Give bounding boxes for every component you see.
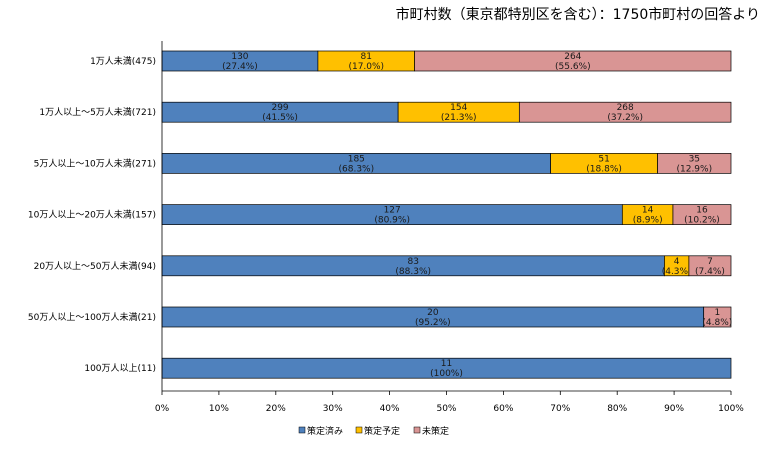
data-label-count: 83 [407, 257, 418, 267]
bar-segment-3 [688, 255, 732, 277]
data-label-percent: (41.5%) [262, 113, 298, 123]
x-tick-label: 80% [607, 404, 627, 414]
data-label-count: 14 [642, 206, 654, 216]
data-label-percent: (80.9%) [374, 216, 410, 226]
data-label-percent: (18.8%) [586, 164, 622, 174]
data-label-percent: (10.2%) [684, 216, 720, 226]
data-label-percent: (100%) [430, 369, 463, 379]
x-axis: 0% 10% 20% 30% 40% 50% 60% 70% 80% 90% 100% [155, 41, 744, 414]
legend-label: 策定予定 [364, 425, 400, 437]
data-label-count: 51 [598, 154, 609, 164]
data-label-count: 130 [231, 52, 248, 62]
data-label-count: 7 [707, 257, 713, 267]
data-label-percent: (27.4%) [222, 62, 258, 72]
x-tick-label: 90% [664, 404, 684, 414]
data-label-percent: (95.2%) [415, 318, 451, 328]
category-label: 50万人以上～100万人未満(21) [28, 311, 156, 323]
data-label-percent: (88.3%) [395, 267, 431, 277]
data-label-count: 81 [361, 52, 372, 62]
x-tick-label: 50% [436, 404, 456, 414]
data-label-percent: (17.0%) [348, 62, 384, 72]
data-label-count: 20 [427, 308, 439, 318]
x-tick-label: 10% [209, 404, 229, 414]
bars: 130(27.4%) 81(17.0%) 264(55.6%) 299(41.5%) 1… [161, 50, 732, 379]
legend-swatch [355, 426, 363, 434]
x-tick-label: 20% [266, 404, 286, 414]
bar-segment-3 [703, 306, 732, 328]
x-tick-label: 40% [380, 404, 400, 414]
legend-label: 未策定 [422, 425, 449, 437]
x-tick-label: 70% [550, 404, 570, 414]
data-label-percent: (8.9%) [633, 216, 663, 226]
legend: 策定済み 策定予定 未策定 [298, 425, 449, 437]
category-label: 1万人未満(475) [90, 55, 156, 67]
data-label-count: 264 [564, 52, 581, 62]
bar-segment-3 [414, 50, 732, 72]
bar-segment-3 [657, 153, 732, 174]
bar-segment-3 [672, 204, 732, 225]
category-labels: 1万人未満(475) 1万人以上～5万人未満(721) 5万人以上～10万人未満(2… [28, 55, 156, 374]
data-label-percent: (37.2%) [607, 113, 643, 123]
data-label-count: 185 [348, 154, 365, 164]
data-label-count: 127 [384, 206, 401, 216]
category-label: 5万人以上～10万人未満(271) [34, 157, 156, 169]
data-label-count: 11 [441, 359, 452, 369]
data-label-count: 1 [714, 308, 720, 318]
data-label-count: 16 [696, 206, 708, 216]
data-label-count: 154 [450, 103, 467, 113]
legend-label: 策定済み [307, 425, 343, 437]
category-label: 20万人以上～50万人未満(94) [34, 260, 156, 272]
data-label-percent: (12.9%) [676, 164, 712, 174]
data-label-percent: (21.3%) [441, 113, 477, 123]
legend-swatch [413, 426, 421, 434]
data-label-count: 299 [271, 103, 288, 113]
bar-segment-3 [518, 101, 732, 123]
x-tick-label: 100% [718, 404, 744, 414]
chart-title: 市町村数（東京都特別区を含む）：1750市町村の回答より [395, 7, 760, 23]
data-label-count: 35 [689, 154, 700, 164]
x-tick-label: 30% [323, 404, 343, 414]
data-label-percent: (4.8%) [702, 318, 732, 328]
category-label: 10万人以上～20万人未満(157) [28, 209, 156, 221]
x-tick-label: 60% [493, 404, 513, 414]
data-label-percent: (7.4%) [695, 267, 725, 277]
data-label-count: 4 [674, 257, 680, 267]
data-label-percent: (4.3%) [662, 267, 692, 277]
data-label-percent: (55.6%) [555, 62, 591, 72]
legend-swatch [298, 426, 306, 434]
data-label-count: 268 [617, 103, 634, 113]
category-label: 1万人以上～5万人未満(721) [39, 106, 156, 118]
category-label: 100万人以上(11) [84, 363, 156, 374]
data-label-percent: (68.3%) [339, 164, 375, 174]
x-tick-label: 0% [155, 404, 170, 414]
